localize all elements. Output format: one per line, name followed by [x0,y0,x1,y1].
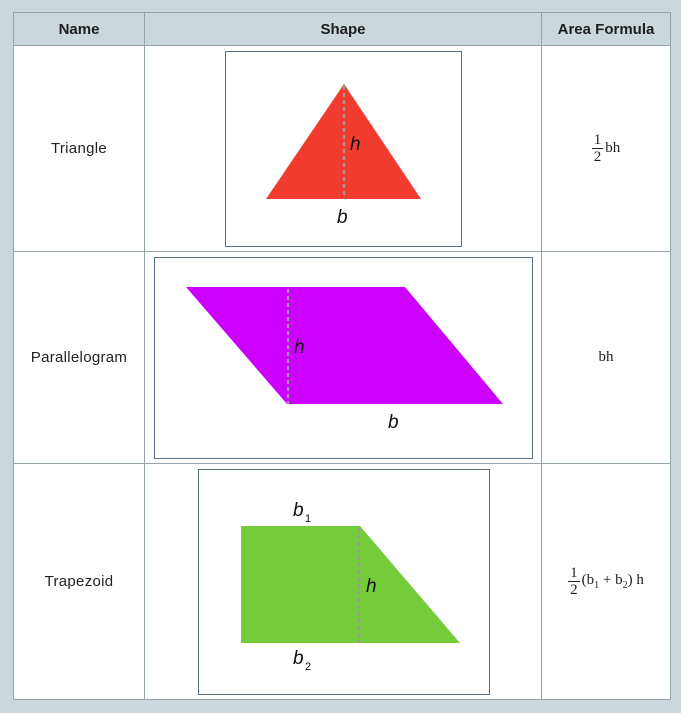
header-shape: Shape [144,12,542,46]
base-label: b [337,207,348,228]
shape-cell: h b [144,251,542,464]
header-name: Name [13,12,145,46]
subscript-2: 2 [622,580,628,591]
height-label: h [350,134,361,155]
area-formula: bh [541,251,671,464]
base-label: b [388,412,399,433]
parallelogram-svg: h b [186,287,503,433]
shape-name: Triangle [13,45,145,252]
shape-cell: h b 1 b 2 [144,463,542,700]
table-row-parallelogram: Parallelogram h b bh [13,251,671,464]
fraction-denominator: 2 [593,149,602,165]
triangle-formula: 1 2 bh [591,132,621,165]
trapezoid-shape [241,526,460,643]
parallelogram-figure: h b [154,257,533,459]
parallelogram-shape [186,287,503,404]
top-base-label: b [293,500,304,521]
shape-name: Parallelogram [13,251,145,464]
fraction-one-half: 1 2 [568,565,580,598]
bottom-base-label: b [293,648,304,669]
trapezoid-figure: h b 1 b 2 [198,469,490,695]
fraction-numerator: 1 [591,132,604,149]
table-row-triangle: Triangle h b 1 2 bh [13,45,671,252]
formula-open: (b [581,572,595,588]
formula-expression: (b1 + b2) h [582,572,644,591]
fraction-denominator: 2 [570,582,578,598]
trapezoid-formula: 1 2 (b1 + b2) h [568,565,644,598]
formula-close: ) h [627,572,644,588]
bottom-base-subscript: 2 [305,661,311,673]
fraction-one-half: 1 2 [591,132,604,165]
formula-text: bh [605,140,621,156]
trapezoid-svg: h b 1 b 2 [241,500,460,673]
area-formula: 1 2 bh [541,45,671,252]
top-base-subscript: 1 [305,513,311,525]
table-row-trapezoid: Trapezoid h b 1 b 2 1 [13,463,671,700]
shape-name: Trapezoid [13,463,145,700]
header-row: Name Shape Area Formula [13,12,671,46]
height-label: h [366,576,377,597]
triangle-shape [266,84,421,199]
triangle-figure: h b [225,51,462,247]
fraction-numerator: 1 [568,565,580,582]
area-formula: 1 2 (b1 + b2) h [541,463,671,700]
area-formula-table: Name Shape Area Formula Triangle h b [13,12,671,700]
shape-cell: h b [144,45,542,252]
subscript-1: 1 [594,580,600,591]
height-label: h [294,337,305,358]
formula-mid: + b [599,572,623,588]
triangle-svg: h b [266,84,421,228]
header-area-formula: Area Formula [541,12,671,46]
